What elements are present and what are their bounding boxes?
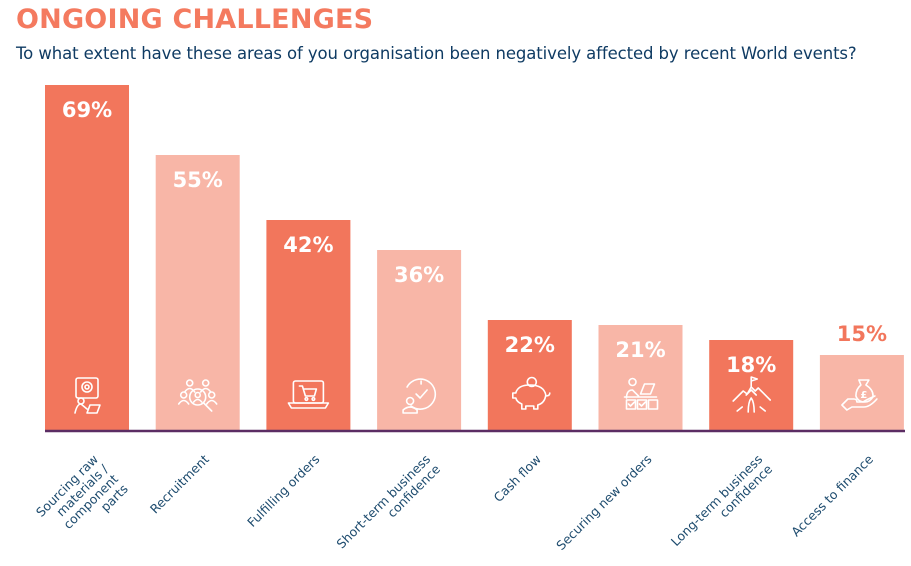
value-label-7: 15%	[837, 322, 887, 346]
bar-5	[598, 325, 683, 430]
chart-title: ONGOING CHALLENGES	[16, 4, 374, 35]
settings-person-icon	[74, 377, 101, 414]
bar-7	[819, 355, 904, 430]
hand-money-bag-icon: £	[841, 379, 878, 411]
bar-2	[266, 220, 351, 430]
category-label-2: Fulfilling orders	[244, 452, 322, 530]
value-label-1: 55%	[173, 168, 223, 192]
person-desk-checklist-icon	[623, 377, 659, 410]
chart-subtitle: To what extent have these areas of you o…	[16, 44, 857, 63]
mountain-flag-icon	[732, 376, 771, 413]
value-label-3: 36%	[394, 263, 444, 287]
category-label-line: Recruitment	[147, 451, 212, 516]
category-label-line: Cash flow	[491, 452, 544, 505]
svg-text:£: £	[860, 390, 867, 401]
bars-group: 69% 55% 42% 36% 22% 21% 18% 15% £	[45, 85, 904, 430]
category-label-line: Fulfilling orders	[244, 452, 322, 530]
bar-1	[155, 155, 240, 430]
value-label-4: 22%	[505, 333, 555, 357]
people-search-icon	[177, 379, 218, 412]
category-label-5: Securing new orders	[553, 452, 654, 553]
bar-4	[487, 320, 572, 430]
category-label-line: Long-term business	[668, 452, 766, 550]
category-label-line: Short-term business	[333, 452, 433, 552]
category-label-1: Recruitment	[147, 451, 212, 516]
value-label-5: 21%	[615, 338, 665, 362]
bar-0	[45, 85, 129, 430]
category-label-7: Access to finance	[788, 451, 876, 539]
category-label-4: Cash flow	[491, 452, 544, 505]
value-label-0: 69%	[62, 98, 112, 122]
clock-person-icon	[402, 378, 437, 414]
laptop-cart-icon	[287, 380, 330, 409]
category-label-line: Securing new orders	[553, 452, 654, 553]
category-label-line: Access to finance	[788, 451, 876, 539]
bar-3	[377, 250, 462, 430]
value-label-2: 42%	[283, 233, 333, 257]
value-label-6: 18%	[726, 353, 776, 377]
piggy-bank-icon	[511, 376, 551, 410]
